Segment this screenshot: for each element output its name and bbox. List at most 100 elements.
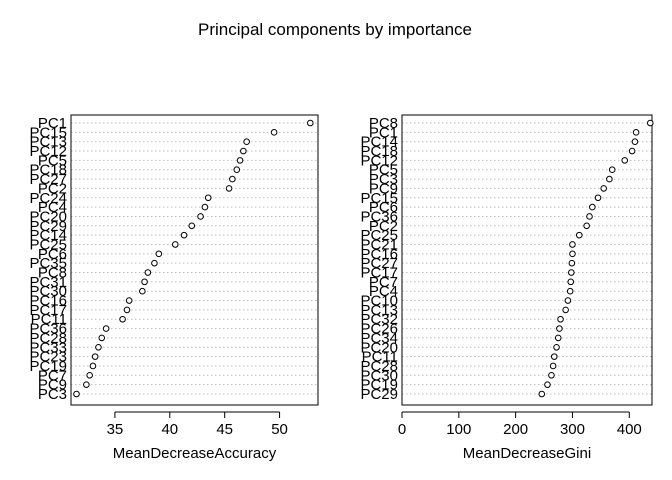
category-label: PC12 xyxy=(360,152,398,169)
category-label: PC19 xyxy=(360,377,398,394)
category-label: PC15 xyxy=(360,190,398,207)
x-tick-label: 200 xyxy=(503,421,528,438)
data-point xyxy=(621,157,629,164)
data-point xyxy=(564,297,572,304)
category-label: PC36 xyxy=(360,208,398,225)
data-point xyxy=(98,334,106,342)
data-point xyxy=(270,129,278,136)
category-label: PC14 xyxy=(360,134,398,151)
category-label: PC9 xyxy=(369,180,398,197)
category-label: PC35 xyxy=(29,255,67,272)
category-label: PC24 xyxy=(29,190,67,207)
category-label: PC7 xyxy=(369,274,398,291)
category-label: PC3 xyxy=(38,386,67,403)
data-point xyxy=(119,315,126,323)
x-tick-label: 35 xyxy=(107,421,124,438)
category-label: PC18 xyxy=(360,143,398,160)
category-label: PC34 xyxy=(360,330,398,347)
data-point xyxy=(225,185,233,192)
category-label: PC4 xyxy=(369,283,398,300)
data-point xyxy=(562,306,569,314)
x-axis-title: MeanDecreaseAccuracy xyxy=(113,445,277,462)
data-point xyxy=(125,297,133,304)
data-point xyxy=(608,166,616,174)
data-point xyxy=(139,287,146,295)
category-label: PC13 xyxy=(29,134,67,151)
data-point xyxy=(141,278,148,286)
category-label: PC4 xyxy=(38,199,67,216)
data-point xyxy=(180,231,188,239)
data-point xyxy=(188,222,196,230)
category-label: PC2 xyxy=(369,218,398,235)
category-label: PC12 xyxy=(29,143,67,160)
data-point xyxy=(83,381,90,388)
category-label: PC28 xyxy=(29,330,67,347)
category-label: PC20 xyxy=(360,339,398,356)
data-point xyxy=(151,259,158,267)
category-label: PC29 xyxy=(29,218,67,235)
category-label: PC6 xyxy=(369,199,398,216)
category-label: PC19 xyxy=(29,358,67,375)
category-label: PC32 xyxy=(360,311,398,328)
data-point xyxy=(646,119,654,127)
category-label: PC7 xyxy=(38,367,67,384)
x-tick-label: 300 xyxy=(560,421,585,438)
x-tick-label: 50 xyxy=(271,421,288,438)
data-point xyxy=(73,390,80,398)
data-point xyxy=(569,250,576,258)
data-point xyxy=(240,147,247,155)
category-label: PC6 xyxy=(38,246,67,263)
category-label: PC26 xyxy=(360,321,398,338)
data-point xyxy=(144,269,152,276)
category-label: PC33 xyxy=(29,339,67,356)
category-label: PC14 xyxy=(29,227,67,244)
category-label: PC20 xyxy=(29,208,67,225)
category-label: PC17 xyxy=(29,302,67,319)
data-point xyxy=(568,259,576,267)
category-label: PC30 xyxy=(29,283,67,300)
category-label: PC27 xyxy=(360,255,398,272)
data-point xyxy=(550,353,558,360)
data-point xyxy=(568,269,575,276)
data-point xyxy=(204,194,212,202)
category-label: PC25 xyxy=(29,236,67,253)
data-point xyxy=(632,129,640,136)
data-point xyxy=(123,306,131,314)
plot-frame xyxy=(401,114,653,406)
category-label: PC21 xyxy=(360,236,398,253)
data-point xyxy=(102,325,110,332)
x-tick-label: 400 xyxy=(617,421,642,438)
plot-frame xyxy=(70,114,319,406)
data-point xyxy=(171,241,179,248)
data-point xyxy=(233,166,241,174)
category-label: PC1 xyxy=(38,115,67,132)
data-point xyxy=(549,362,557,370)
category-label: PC23 xyxy=(29,349,67,366)
panel-mean-decrease-accuracy: PC1PC15PC13PC12PC5PC18PC27PC2PC24PC4PC20… xyxy=(29,114,319,462)
category-label: PC10 xyxy=(360,293,398,310)
data-point xyxy=(197,213,204,220)
data-point xyxy=(556,325,563,332)
category-label: PC30 xyxy=(360,367,398,384)
category-label: PC15 xyxy=(29,124,67,141)
panel-mean-decrease-gini: PC8PC1PC14PC18PC12PC5PC3PC9PC15PC6PC36PC… xyxy=(360,114,654,462)
data-point xyxy=(586,213,593,220)
x-tick-label: 45 xyxy=(216,421,233,438)
data-point xyxy=(155,250,163,258)
data-point xyxy=(243,138,250,145)
category-label: PC3 xyxy=(369,171,398,188)
category-label: PC1 xyxy=(369,124,398,141)
category-label: PC18 xyxy=(29,162,67,179)
data-point xyxy=(566,287,574,295)
data-point xyxy=(236,157,244,164)
data-point xyxy=(557,315,564,323)
data-point xyxy=(554,334,562,342)
data-point xyxy=(600,185,608,192)
data-point xyxy=(95,343,102,351)
data-point xyxy=(606,175,613,183)
category-label: PC31 xyxy=(29,274,67,291)
category-label: PC13 xyxy=(360,302,398,319)
data-point xyxy=(544,381,551,388)
data-point xyxy=(583,222,590,230)
